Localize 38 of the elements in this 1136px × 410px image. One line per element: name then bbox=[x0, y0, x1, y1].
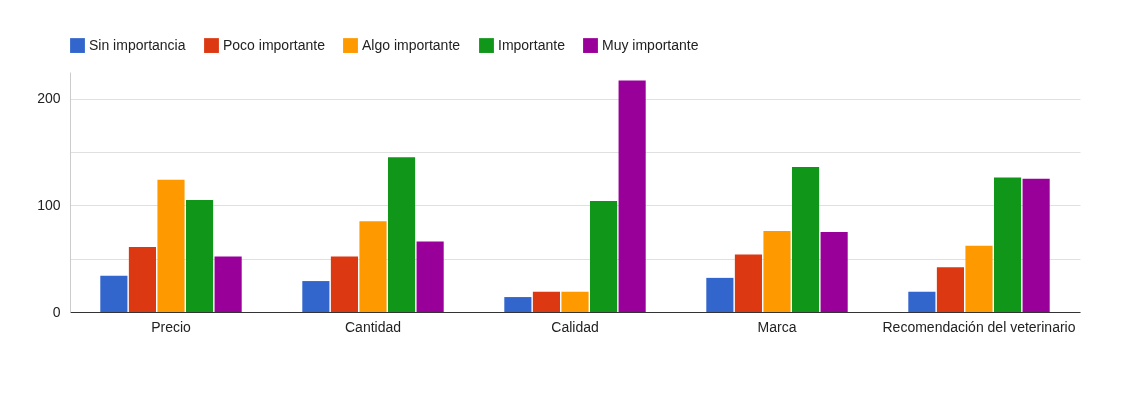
bar bbox=[908, 291, 936, 312]
bar bbox=[994, 177, 1022, 312]
bar bbox=[214, 256, 242, 312]
bar bbox=[330, 256, 358, 312]
bar bbox=[302, 281, 330, 312]
bar bbox=[388, 157, 416, 312]
y-tick-label: 200 bbox=[37, 90, 61, 107]
bar bbox=[590, 201, 618, 312]
bar bbox=[734, 254, 762, 312]
bar bbox=[706, 277, 734, 312]
bar bbox=[157, 179, 185, 312]
legend-label: Importante bbox=[498, 36, 566, 53]
y-tick-label: 0 bbox=[52, 303, 61, 320]
bar bbox=[965, 245, 993, 312]
bar bbox=[128, 246, 156, 312]
x-tick-label: Recomendación del veterinario bbox=[882, 318, 1076, 335]
legend-label: Muy importante bbox=[602, 36, 699, 53]
bar bbox=[1022, 178, 1050, 312]
legend-label: Sin importancia bbox=[89, 36, 186, 53]
x-tick-label: Marca bbox=[757, 318, 797, 335]
bar bbox=[561, 291, 589, 312]
x-tick-label: Cantidad bbox=[344, 318, 402, 335]
bar bbox=[618, 80, 646, 312]
bar bbox=[359, 221, 387, 312]
bar bbox=[100, 275, 128, 312]
x-tick-label: Precio bbox=[151, 318, 192, 335]
bar bbox=[186, 200, 214, 312]
legend-label: Algo importante bbox=[362, 36, 461, 53]
y-tick-label: 100 bbox=[37, 196, 61, 213]
bar bbox=[792, 166, 820, 312]
bar bbox=[763, 230, 791, 312]
bar bbox=[936, 267, 964, 312]
legend-label: Poco importante bbox=[223, 36, 326, 53]
bar bbox=[820, 232, 848, 312]
bar bbox=[532, 291, 560, 312]
x-tick-label: Calidad bbox=[551, 318, 599, 335]
bar bbox=[416, 241, 444, 312]
bar bbox=[504, 297, 532, 312]
